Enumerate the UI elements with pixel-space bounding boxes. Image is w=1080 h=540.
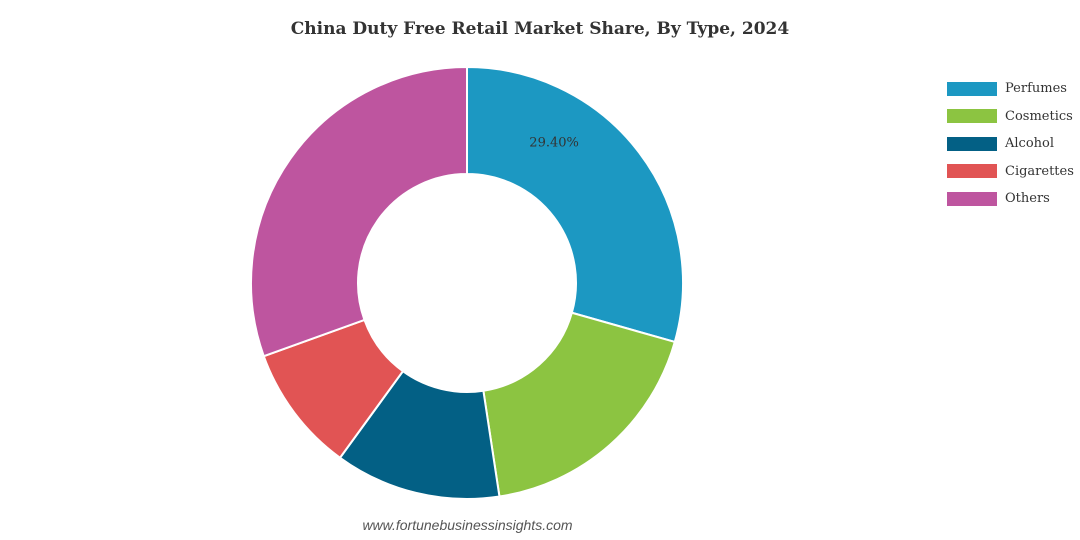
chart-legend: Perfumes Cosmetics Alcohol Cigarettes Others [947,75,1074,213]
legend-swatch [947,81,997,96]
legend-label: Perfumes [1005,81,1067,97]
data-label-perfumes: 29.40% [529,135,579,150]
legend-swatch [947,136,997,151]
slice-perfumes[interactable] [466,65,684,344]
legend-swatch [947,191,997,206]
legend-item-alcohol[interactable]: Alcohol [947,130,1074,158]
legend-item-cigarettes[interactable]: Cigarettes [947,158,1074,186]
legend-swatch [947,109,997,124]
slice-others[interactable] [250,65,468,358]
legend-swatch [947,164,997,179]
legend-label: Cigarettes [1005,163,1074,179]
legend-label: Alcohol [1005,136,1055,152]
source-watermark: www.fortunebusinessinsights.com [362,517,573,533]
legend-item-cosmetics[interactable]: Cosmetics [947,103,1074,131]
legend-label: Others [1005,191,1050,207]
legend-item-perfumes[interactable]: Perfumes [947,75,1074,103]
legend-label: Cosmetics [1005,108,1073,124]
chart-title: China Duty Free Retail Market Share, By … [290,19,790,39]
slice-cosmetics[interactable] [482,311,677,498]
legend-item-others[interactable]: Others [947,185,1074,213]
